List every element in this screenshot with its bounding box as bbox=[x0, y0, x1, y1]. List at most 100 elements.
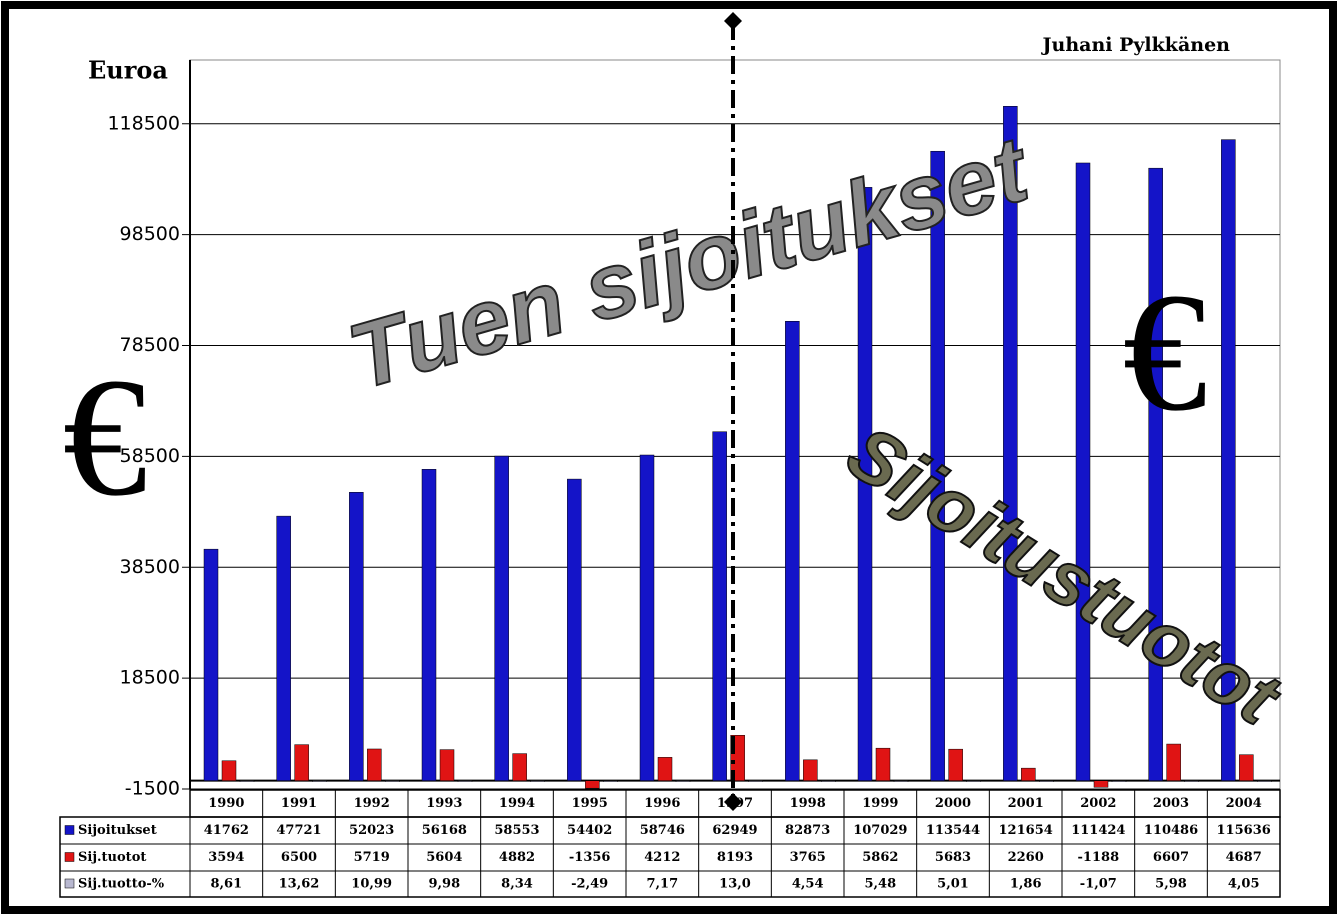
bar bbox=[894, 781, 908, 782]
bar bbox=[1185, 781, 1199, 782]
bar bbox=[803, 760, 817, 781]
y-tick-label: 38500 bbox=[120, 556, 180, 578]
chart: Euroa Juhani Pylkkänen -1500185003850058… bbox=[0, 0, 1338, 915]
table-cell: 5719 bbox=[354, 850, 390, 865]
x-tick-label: 1991 bbox=[281, 796, 317, 811]
bar bbox=[458, 781, 472, 782]
table-cell: 5,01 bbox=[937, 877, 969, 892]
x-tick-label: 1996 bbox=[644, 796, 680, 811]
x-tick-label: 2003 bbox=[1153, 796, 1189, 811]
bar bbox=[349, 492, 363, 780]
table-cell: 82873 bbox=[785, 823, 830, 838]
table-cell: 110486 bbox=[1144, 823, 1198, 838]
table-cell: 5,98 bbox=[1155, 877, 1187, 892]
table-cell: 2260 bbox=[1008, 850, 1044, 865]
bar bbox=[749, 781, 763, 782]
table-cell: 10,99 bbox=[351, 877, 392, 892]
bar bbox=[967, 781, 981, 782]
bar bbox=[367, 749, 381, 781]
table-cell: 6607 bbox=[1153, 850, 1189, 865]
table-cell: 54402 bbox=[567, 823, 612, 838]
table-cell: 47721 bbox=[276, 823, 321, 838]
table-cell: 13,0 bbox=[719, 877, 751, 892]
bar bbox=[1257, 781, 1271, 782]
bar bbox=[495, 456, 509, 781]
x-tick-label: 1998 bbox=[790, 796, 826, 811]
table-cell: 5604 bbox=[426, 850, 462, 865]
bar bbox=[440, 750, 454, 781]
table-cell: 13,62 bbox=[279, 877, 320, 892]
table-cell: 111424 bbox=[1071, 823, 1125, 838]
bar bbox=[585, 781, 599, 789]
bar bbox=[676, 781, 690, 782]
x-tick-label: 2004 bbox=[1226, 796, 1262, 811]
euro-symbol: € bbox=[1123, 258, 1208, 446]
x-tick-label: 1995 bbox=[572, 796, 608, 811]
bar bbox=[277, 516, 291, 781]
table-cell: 107029 bbox=[853, 823, 907, 838]
bar bbox=[640, 455, 654, 781]
table-cell: -1188 bbox=[1078, 850, 1120, 865]
table-cell: 4212 bbox=[644, 850, 680, 865]
table-cell: 8193 bbox=[717, 850, 753, 865]
y-tick-label: -1500 bbox=[125, 778, 180, 800]
bar bbox=[513, 754, 527, 781]
x-tick-label: 2000 bbox=[935, 796, 971, 811]
table-cell: 7,17 bbox=[646, 877, 678, 892]
y-axis-label: Euroa bbox=[88, 56, 168, 85]
bar bbox=[1167, 744, 1181, 781]
bar bbox=[713, 432, 727, 781]
x-tick-label: 1993 bbox=[426, 796, 462, 811]
x-tick-label: 1990 bbox=[208, 796, 244, 811]
table-cell: 62949 bbox=[712, 823, 757, 838]
bar bbox=[1112, 781, 1126, 782]
bar bbox=[1239, 755, 1253, 781]
table-cell: 1,86 bbox=[1010, 877, 1042, 892]
table-cell: -1356 bbox=[569, 850, 611, 865]
table-cell: 58553 bbox=[494, 823, 539, 838]
x-tick-label: 1997 bbox=[717, 796, 753, 811]
legend-label: Sijoitukset bbox=[78, 823, 157, 838]
legend-swatch bbox=[65, 826, 74, 835]
legend-label: Sij.tuotot bbox=[78, 850, 146, 865]
x-tick-label: 2001 bbox=[1008, 796, 1044, 811]
table-cell: 56168 bbox=[422, 823, 467, 838]
legend-swatch bbox=[65, 879, 74, 888]
table-cell: 8,34 bbox=[501, 877, 533, 892]
table-cell: 115636 bbox=[1217, 823, 1271, 838]
table-cell: 4687 bbox=[1226, 850, 1262, 865]
legend-swatch bbox=[65, 853, 74, 862]
table-cell: 3594 bbox=[208, 850, 244, 865]
bar bbox=[422, 469, 436, 780]
table-cell: 52023 bbox=[349, 823, 394, 838]
euro-symbol: € bbox=[63, 343, 148, 531]
bar bbox=[1076, 163, 1090, 781]
table-cell: -1,07 bbox=[1080, 877, 1117, 892]
table-cell: 6500 bbox=[281, 850, 317, 865]
table-cell: 4882 bbox=[499, 850, 535, 865]
table-cell: 9,98 bbox=[428, 877, 460, 892]
bar bbox=[1021, 768, 1035, 781]
bar bbox=[385, 781, 399, 782]
bar bbox=[204, 549, 218, 781]
table-cell: 113544 bbox=[926, 823, 980, 838]
x-tick-label: 1999 bbox=[862, 796, 898, 811]
table-cell: 4,05 bbox=[1228, 877, 1260, 892]
bar bbox=[785, 321, 799, 780]
table-cell: 5683 bbox=[935, 850, 971, 865]
table-cell: 41762 bbox=[204, 823, 249, 838]
bar bbox=[821, 781, 835, 782]
table-cell: -2,49 bbox=[571, 877, 608, 892]
table-cell: 3765 bbox=[790, 850, 826, 865]
y-tick-label: 98500 bbox=[120, 223, 180, 245]
bar bbox=[658, 757, 672, 780]
x-tick-label: 2002 bbox=[1080, 796, 1116, 811]
table-cell: 4,54 bbox=[792, 877, 824, 892]
x-tick-label: 1992 bbox=[354, 796, 390, 811]
bar bbox=[295, 745, 309, 781]
table-cell: 5,48 bbox=[864, 877, 896, 892]
table-cell: 58746 bbox=[640, 823, 685, 838]
y-tick-label: 118500 bbox=[107, 112, 180, 134]
bar bbox=[531, 781, 545, 782]
table-cell: 5862 bbox=[862, 850, 898, 865]
